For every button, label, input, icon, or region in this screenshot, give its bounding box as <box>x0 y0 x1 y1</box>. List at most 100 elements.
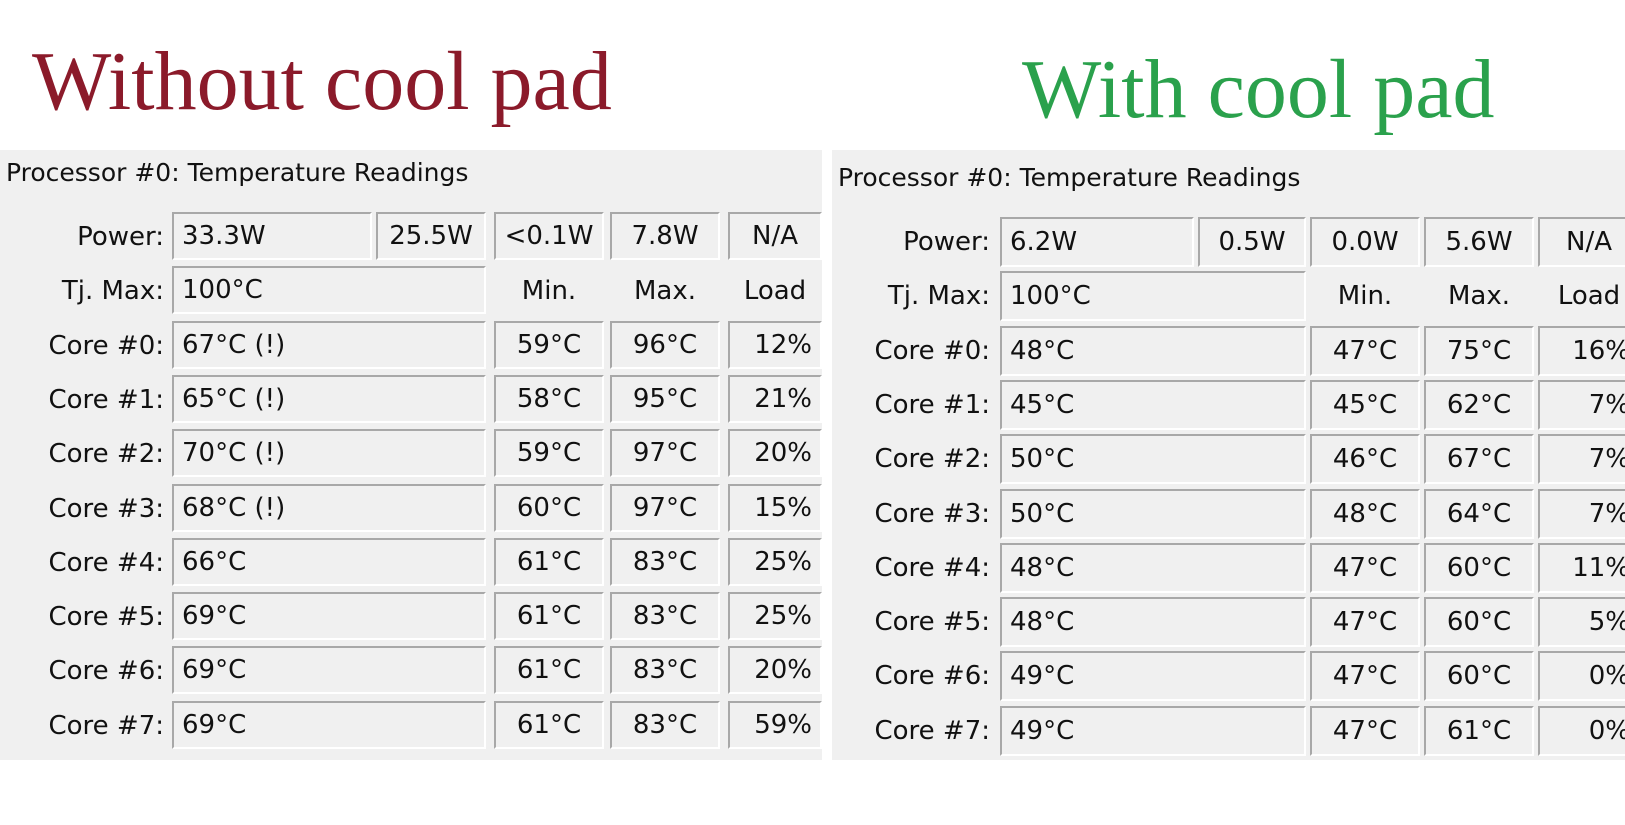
value-cell: 50°C <box>1000 434 1306 485</box>
row-label: Core #0: <box>48 330 164 361</box>
value-cell: 45°C <box>1310 379 1420 430</box>
value-cell: 47°C <box>1310 705 1420 756</box>
value-cell: 5.6W <box>1424 217 1534 267</box>
value-cell: 0% <box>1538 651 1625 702</box>
row-label: Core #4: <box>874 552 990 583</box>
value-cell: 65°C (!) <box>172 374 486 423</box>
value-cell: 20% <box>728 429 822 478</box>
value-cell: 48°C <box>1000 597 1306 648</box>
row-label: Tj. Max: <box>61 276 164 307</box>
value-cell: 96°C <box>610 320 720 369</box>
value-cell: 97°C <box>610 483 720 532</box>
row-label: Core #3: <box>48 493 164 524</box>
value-cell: 7% <box>1538 434 1625 485</box>
value-cell: 12% <box>728 320 822 369</box>
value-cell: 11% <box>1538 542 1625 593</box>
value-cell: 68°C (!) <box>172 483 486 532</box>
value-cell: 45°C <box>1000 379 1306 430</box>
heading: Without cool pad <box>32 35 612 128</box>
value-cell: 100°C <box>1000 271 1306 322</box>
value-cell: 66°C <box>172 537 486 586</box>
value-cell: 83°C <box>610 592 720 641</box>
value-cell: 0.5W <box>1198 217 1306 267</box>
value-cell: 48°C <box>1000 542 1306 593</box>
value-cell: 75°C <box>1424 325 1534 376</box>
value-cell: <0.1W <box>494 212 604 260</box>
row-label: Core #1: <box>874 389 990 420</box>
row-label: Core #6: <box>48 656 164 687</box>
value-cell: 47°C <box>1310 597 1420 648</box>
value-cell: 48°C <box>1310 488 1420 539</box>
value-cell: 70°C (!) <box>172 429 486 478</box>
value-cell: 21% <box>728 374 822 423</box>
value-cell: 0% <box>1538 705 1625 756</box>
value-cell: 47°C <box>1310 542 1420 593</box>
heading: With cool pad <box>1022 43 1495 136</box>
row-label: Core #2: <box>874 444 990 475</box>
value-cell: 61°C <box>1424 705 1534 756</box>
value-cell: 20% <box>728 646 822 695</box>
value-cell: 48°C <box>1000 325 1306 376</box>
value-cell: 7% <box>1538 379 1625 430</box>
column-header: Max. <box>1447 281 1511 312</box>
value-cell: 83°C <box>610 700 720 749</box>
value-cell: N/A <box>728 212 822 260</box>
value-cell: 6.2W <box>1000 217 1194 267</box>
panel-title: Processor #0: Temperature Readings <box>838 163 1301 192</box>
value-cell: 46°C <box>1310 434 1420 485</box>
value-cell: 47°C <box>1310 651 1420 702</box>
row-label: Core #5: <box>874 607 990 638</box>
value-cell: 83°C <box>610 537 720 586</box>
value-cell: 61°C <box>494 537 604 586</box>
value-cell: 5% <box>1538 597 1625 648</box>
value-cell: 49°C <box>1000 651 1306 702</box>
value-cell: 95°C <box>610 374 720 423</box>
row-label: Core #1: <box>48 384 164 415</box>
row-label: Core #2: <box>48 439 164 470</box>
value-cell: 60°C <box>1424 542 1534 593</box>
value-cell: 16% <box>1538 325 1625 376</box>
row-label: Core #7: <box>874 715 990 746</box>
value-cell: 7% <box>1538 488 1625 539</box>
row-label: Core #3: <box>874 498 990 529</box>
value-cell: 60°C <box>1424 651 1534 702</box>
row-label: Power: <box>903 227 990 257</box>
value-cell: 64°C <box>1424 488 1534 539</box>
value-cell: 0.0W <box>1310 217 1420 267</box>
value-cell: 69°C <box>172 700 486 749</box>
value-cell: 69°C <box>172 646 486 695</box>
value-cell: 69°C <box>172 592 486 641</box>
row-label: Core #0: <box>874 335 990 366</box>
value-cell: 100°C <box>172 266 486 315</box>
value-cell: 47°C <box>1310 325 1420 376</box>
column-header: Max. <box>633 276 697 307</box>
value-cell: 15% <box>728 483 822 532</box>
panel-title: Processor #0: Temperature Readings <box>6 158 469 187</box>
value-cell: 59% <box>728 700 822 749</box>
column-header: Min. <box>521 276 577 307</box>
value-cell: 97°C <box>610 429 720 478</box>
value-cell: 59°C <box>494 320 604 369</box>
row-label: Tj. Max: <box>887 281 990 312</box>
value-cell: 7.8W <box>610 212 720 260</box>
value-cell: 50°C <box>1000 488 1306 539</box>
value-cell: 33.3W <box>172 212 372 260</box>
value-cell: 67°C (!) <box>172 320 486 369</box>
value-cell: 61°C <box>494 700 604 749</box>
value-cell: 60°C <box>1424 597 1534 648</box>
value-cell: 25% <box>728 592 822 641</box>
value-cell: 59°C <box>494 429 604 478</box>
value-cell: 58°C <box>494 374 604 423</box>
value-cell: 83°C <box>610 646 720 695</box>
column-header: Min. <box>1337 281 1393 312</box>
value-cell: 49°C <box>1000 705 1306 756</box>
column-header: Load <box>1557 281 1621 312</box>
value-cell: 25.5W <box>376 212 486 260</box>
row-label: Core #4: <box>48 547 164 578</box>
column-header: Load <box>743 276 807 307</box>
value-cell: 61°C <box>494 646 604 695</box>
row-label: Core #7: <box>48 710 164 741</box>
row-label: Core #5: <box>48 602 164 633</box>
value-cell: N/A <box>1538 217 1625 267</box>
